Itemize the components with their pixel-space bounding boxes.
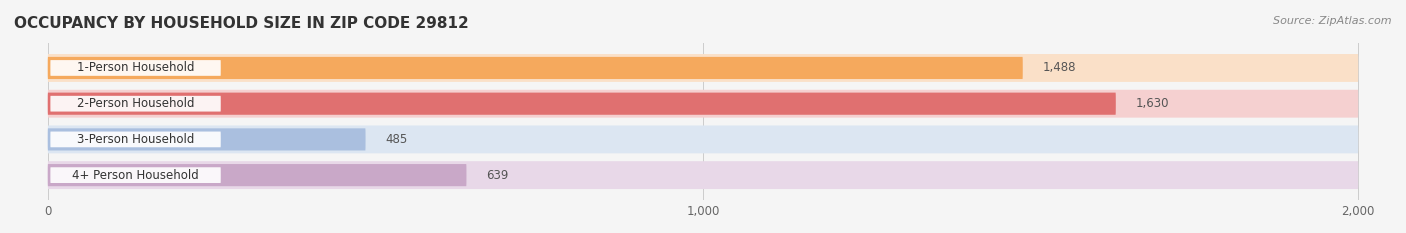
Text: 485: 485: [385, 133, 408, 146]
FancyBboxPatch shape: [48, 57, 1022, 79]
Text: 1-Person Household: 1-Person Household: [77, 62, 194, 75]
FancyBboxPatch shape: [48, 93, 1116, 115]
Text: 639: 639: [486, 169, 509, 182]
FancyBboxPatch shape: [48, 128, 366, 151]
FancyBboxPatch shape: [51, 60, 221, 76]
FancyBboxPatch shape: [48, 90, 1358, 118]
Text: OCCUPANCY BY HOUSEHOLD SIZE IN ZIP CODE 29812: OCCUPANCY BY HOUSEHOLD SIZE IN ZIP CODE …: [14, 16, 468, 31]
Text: 4+ Person Household: 4+ Person Household: [72, 169, 198, 182]
FancyBboxPatch shape: [48, 164, 467, 186]
FancyBboxPatch shape: [51, 96, 221, 112]
FancyBboxPatch shape: [48, 126, 1358, 153]
Text: Source: ZipAtlas.com: Source: ZipAtlas.com: [1274, 16, 1392, 26]
Text: 2-Person Household: 2-Person Household: [77, 97, 194, 110]
FancyBboxPatch shape: [48, 54, 1358, 82]
Text: 3-Person Household: 3-Person Household: [77, 133, 194, 146]
Text: 1,488: 1,488: [1042, 62, 1076, 75]
FancyBboxPatch shape: [48, 161, 1358, 189]
FancyBboxPatch shape: [51, 167, 221, 183]
FancyBboxPatch shape: [51, 132, 221, 147]
Text: 1,630: 1,630: [1136, 97, 1168, 110]
